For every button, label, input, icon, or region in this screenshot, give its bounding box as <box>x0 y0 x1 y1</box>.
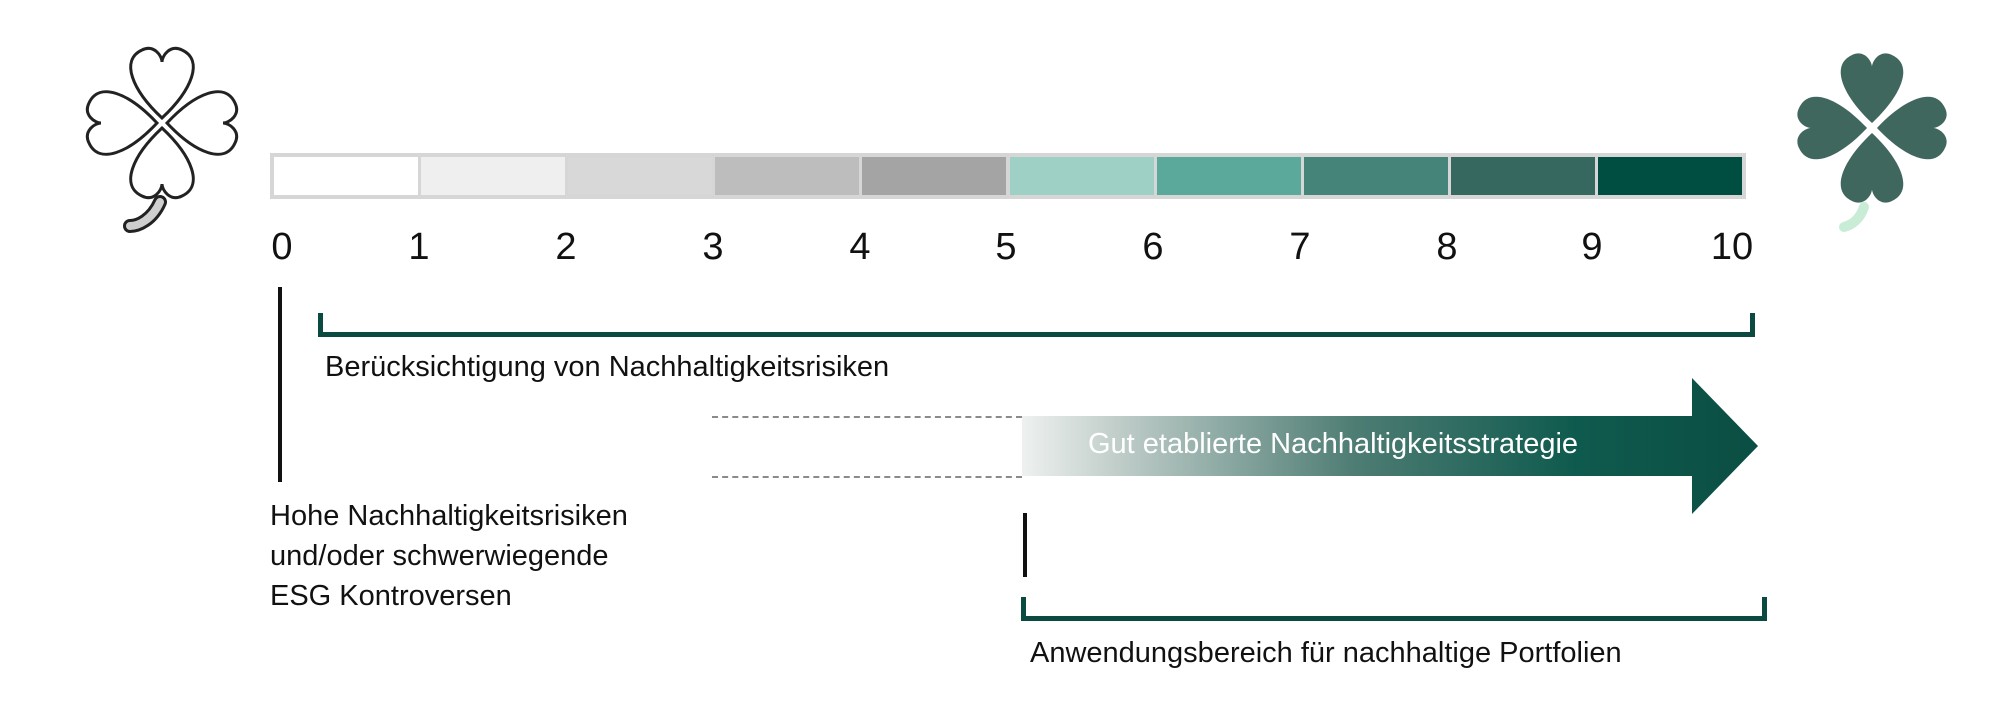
dashed-guide-top <box>712 416 1022 418</box>
clover-outline-icon <box>86 47 238 233</box>
scale-segment-3 <box>568 157 713 195</box>
tick-label-7: 7 <box>1289 226 1311 268</box>
scale-segment-5 <box>862 157 1007 195</box>
high-risk-note-line2: und/oder schwerwiegende <box>270 540 609 572</box>
scale-segment-2 <box>421 157 566 195</box>
tick-label-9: 9 <box>1581 226 1603 268</box>
risk-consideration-bracket <box>318 313 1755 337</box>
high-risk-note-line1: Hohe Nachhaltigkeitsrisiken <box>270 500 628 532</box>
scale-segment-4 <box>715 157 860 195</box>
tick-label-3: 3 <box>702 226 724 268</box>
tick-label-6: 6 <box>1142 226 1164 268</box>
scale-segment-7 <box>1156 157 1301 195</box>
scale-segment-6 <box>1009 157 1154 195</box>
high-risk-note-line3: ESG Kontroversen <box>270 580 512 612</box>
scale-segment-8 <box>1303 157 1448 195</box>
zero-marker-line <box>278 287 282 482</box>
scale-segment-9 <box>1450 157 1595 195</box>
tick-label-10: 10 <box>1710 226 1754 268</box>
tick-label-4: 4 <box>849 226 871 268</box>
scale-segment-10 <box>1597 157 1742 195</box>
risk-consideration-label: Berücksichtigung von Nachhaltigkeitsrisi… <box>325 351 890 383</box>
portfolio-scope-label: Anwendungsbereich für nachhaltige Portfo… <box>1030 637 1622 669</box>
dashed-guide-bottom <box>712 476 1022 478</box>
strategy-arrow <box>1022 378 1758 514</box>
tick-label-0: 0 <box>271 226 293 268</box>
strategy-arrow-label: Gut etablierte Nachhaltigkeitsstrategie <box>1088 428 1579 460</box>
tick-label-8: 8 <box>1436 226 1458 268</box>
five-marker-line <box>1023 513 1027 577</box>
tick-label-2: 2 <box>555 226 577 268</box>
score-scale <box>270 153 1746 199</box>
tick-label-5: 5 <box>995 226 1017 268</box>
scale-segment-1 <box>274 157 419 195</box>
tick-label-1: 1 <box>408 226 430 268</box>
portfolio-scope-bracket <box>1021 597 1767 621</box>
clover-filled-icon <box>1797 53 1947 232</box>
